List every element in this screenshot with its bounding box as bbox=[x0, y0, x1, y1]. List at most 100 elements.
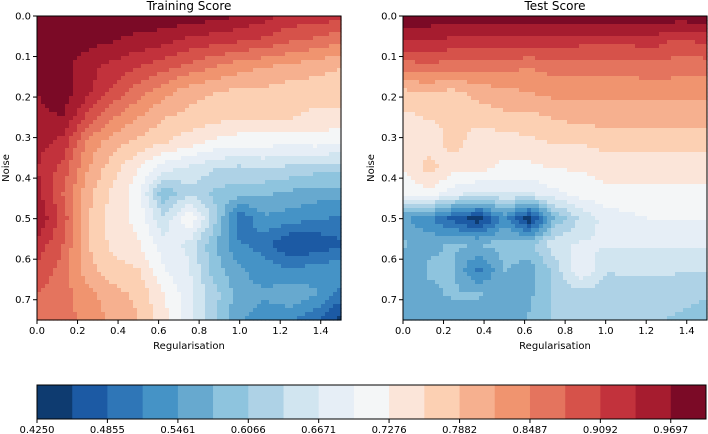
heatmap-cell bbox=[313, 120, 318, 125]
heatmap-cell bbox=[325, 252, 330, 257]
heatmap-cell bbox=[65, 144, 70, 149]
heatmap-cell bbox=[121, 104, 126, 109]
heatmap-cell bbox=[205, 200, 210, 205]
heatmap-cell bbox=[77, 264, 82, 269]
heatmap-cell bbox=[121, 24, 126, 29]
heatmap-cell bbox=[321, 100, 326, 105]
heatmap-cell bbox=[197, 88, 202, 93]
heatmap-cell bbox=[65, 80, 70, 85]
heatmap-cell bbox=[157, 160, 162, 165]
heatmap-cell bbox=[113, 36, 118, 41]
heatmap-cell bbox=[217, 112, 222, 117]
heatmap-cell bbox=[325, 132, 330, 137]
heatmap-cell bbox=[337, 180, 342, 185]
heatmap-cell bbox=[105, 92, 110, 97]
heatmap-cell bbox=[305, 212, 310, 217]
heatmap-cell bbox=[325, 44, 330, 49]
heatmap-cell bbox=[209, 84, 214, 89]
heatmap-cell bbox=[169, 184, 174, 189]
heatmap-cell bbox=[221, 224, 226, 229]
heatmap-cell bbox=[293, 76, 298, 81]
heatmap-cell bbox=[193, 212, 198, 217]
heatmap-cell bbox=[257, 60, 262, 65]
heatmap-cell bbox=[185, 28, 190, 33]
heatmap-cell bbox=[229, 156, 234, 161]
heatmap-cell bbox=[197, 16, 202, 21]
heatmap-cell bbox=[209, 32, 214, 37]
heatmap-cell bbox=[113, 60, 118, 65]
heatmap-cell bbox=[153, 148, 158, 153]
heatmap-cell bbox=[281, 112, 286, 117]
heatmap-cell bbox=[157, 28, 162, 33]
heatmap-cell bbox=[229, 224, 234, 229]
heatmap-cell bbox=[101, 224, 106, 229]
heatmap-cell bbox=[233, 236, 238, 241]
heatmap-cell bbox=[181, 180, 186, 185]
heatmap-cell bbox=[329, 264, 334, 269]
heatmap-cell bbox=[261, 56, 266, 61]
heatmap-cell bbox=[193, 160, 198, 165]
heatmap-cell bbox=[269, 188, 274, 193]
heatmap-cell bbox=[249, 252, 254, 257]
heatmap-cell bbox=[129, 40, 134, 45]
heatmap-cell bbox=[313, 100, 318, 105]
heatmap-cell bbox=[337, 196, 342, 201]
heatmap-cell bbox=[117, 120, 122, 125]
heatmap-cell bbox=[269, 260, 274, 265]
heatmap-cell bbox=[73, 272, 78, 277]
heatmap-cell bbox=[325, 196, 330, 201]
heatmap-cell bbox=[161, 24, 166, 29]
heatmap-cell bbox=[249, 24, 254, 29]
heatmap-cell bbox=[209, 164, 214, 169]
heatmap-cell bbox=[45, 116, 50, 121]
heatmap-cell bbox=[269, 40, 274, 45]
heatmap-cell bbox=[153, 120, 158, 125]
heatmap-cell bbox=[61, 196, 66, 201]
heatmap-cell bbox=[289, 228, 294, 233]
heatmap-cell bbox=[293, 236, 298, 241]
heatmap-cell bbox=[173, 164, 178, 169]
heatmap-cell bbox=[265, 148, 270, 153]
heatmap-cell bbox=[253, 140, 258, 145]
heatmap-cell bbox=[317, 248, 322, 253]
heatmap-cell bbox=[125, 272, 130, 277]
heatmap-cell bbox=[89, 216, 94, 221]
heatmap-cell bbox=[285, 24, 290, 29]
heatmap-cell bbox=[141, 224, 146, 229]
heatmap-cell bbox=[145, 116, 150, 121]
heatmap-cell bbox=[45, 100, 50, 105]
heatmap-cell bbox=[317, 144, 322, 149]
heatmap-cell bbox=[217, 268, 222, 273]
heatmap-cell bbox=[57, 92, 62, 97]
heatmap-cell bbox=[85, 152, 90, 157]
heatmap-cell bbox=[337, 144, 342, 149]
heatmap-cell bbox=[105, 164, 110, 169]
heatmap-cell bbox=[117, 64, 122, 69]
heatmap-cell bbox=[229, 132, 234, 137]
heatmap-cell bbox=[285, 188, 290, 193]
heatmap-cell bbox=[93, 228, 98, 233]
heatmap-cell bbox=[157, 180, 162, 185]
heatmap-cell bbox=[165, 220, 170, 225]
heatmap-cell bbox=[69, 228, 74, 233]
heatmap-cell bbox=[141, 240, 146, 245]
heatmap-cell bbox=[181, 140, 186, 145]
heatmap-cell bbox=[321, 144, 326, 149]
heatmap-cell bbox=[333, 148, 338, 153]
heatmap-cell bbox=[213, 148, 218, 153]
heatmap-cell bbox=[233, 76, 238, 81]
heatmap-cell bbox=[297, 20, 302, 25]
heatmap-cell bbox=[161, 216, 166, 221]
heatmap-cell bbox=[101, 136, 106, 141]
heatmap-cell bbox=[77, 236, 82, 241]
heatmap-cell bbox=[189, 52, 194, 57]
heatmap-cell bbox=[245, 192, 250, 197]
heatmap-cell bbox=[189, 60, 194, 65]
heatmap-cell bbox=[133, 220, 138, 225]
heatmap-cell bbox=[257, 44, 262, 49]
heatmap-cell bbox=[97, 140, 102, 145]
heatmap-cell bbox=[85, 252, 90, 257]
heatmap-cell bbox=[201, 252, 206, 257]
heatmap-cell bbox=[145, 76, 150, 81]
heatmap-cell bbox=[105, 216, 110, 221]
